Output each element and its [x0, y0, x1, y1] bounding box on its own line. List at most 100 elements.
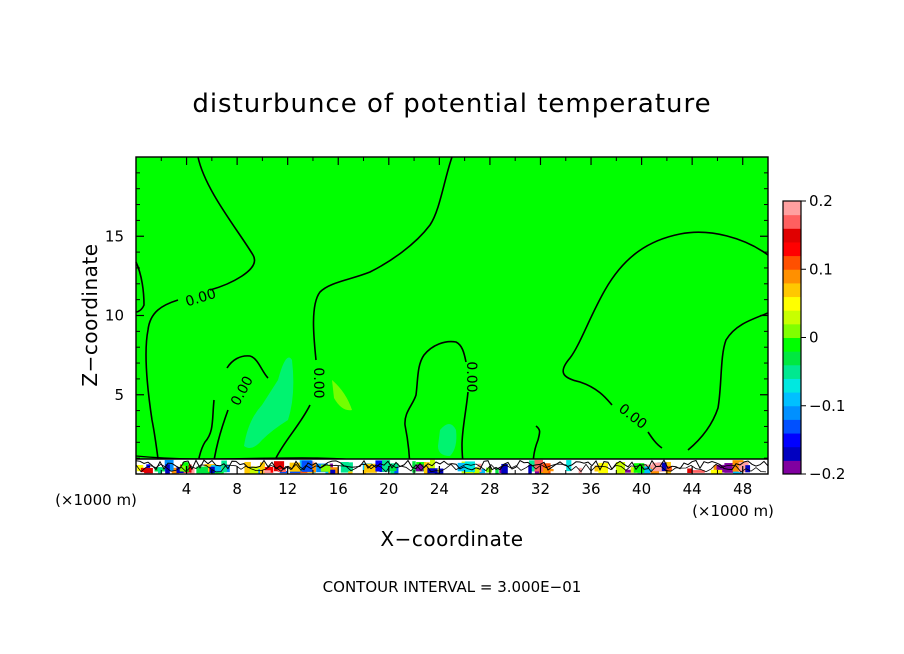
colorbar-swatch	[783, 378, 801, 393]
colorbar-swatch	[783, 255, 801, 270]
surface-patch	[211, 465, 222, 473]
surface-patch	[244, 461, 251, 474]
x-tick-label: 24	[430, 480, 449, 498]
surface-patch	[137, 465, 144, 472]
contour-line	[135, 261, 145, 313]
surface-patch	[499, 467, 503, 474]
surface-patch	[495, 468, 499, 474]
surface-patch	[732, 460, 744, 472]
contour-line	[562, 231, 769, 451]
surface-patch	[742, 466, 747, 472]
surface-patch	[289, 462, 301, 472]
surface-patch	[633, 463, 645, 473]
chart-title: disturbunce of potential temperature	[192, 89, 711, 119]
weak-positive-patch	[332, 380, 352, 411]
surface-patch	[196, 466, 208, 474]
colorbar-tick-label: 0	[809, 329, 819, 347]
surface-patch	[415, 464, 424, 472]
surface-patch	[320, 464, 331, 472]
x-tick-label: 32	[531, 480, 550, 498]
y-tick-label: 10	[105, 307, 124, 325]
surface-patch	[745, 465, 751, 473]
colorbar-swatch	[783, 269, 801, 284]
surface-patch	[645, 469, 653, 472]
colorbar-swatch	[783, 310, 801, 325]
surface-patch	[710, 469, 723, 474]
y-axis-ticks: 5 10 15	[105, 172, 768, 459]
colorbar: 0.2 0.1 0 −0.1 −0.2	[782, 192, 845, 483]
contour-interval-text: CONTOUR INTERVAL = 3.000E−01	[323, 578, 582, 596]
surface-patch	[375, 460, 385, 472]
surface-patch	[259, 462, 265, 474]
surface-patch	[382, 460, 391, 472]
surface-patch	[724, 463, 734, 473]
x-tick-label: 8	[232, 480, 242, 498]
negative-anomaly-patch	[244, 357, 294, 448]
x-tick-label: 48	[733, 480, 752, 498]
colorbar-swatch	[783, 405, 801, 420]
x-tick-label: 40	[632, 480, 651, 498]
plot-area: 0.00 0.00 0.00 0.00 0.00 4 8 12 16 20 24 28 32 3…	[105, 156, 769, 498]
surface-contour	[135, 459, 769, 471]
field-background	[136, 157, 768, 474]
surface-patch	[362, 470, 367, 474]
surface-patch	[423, 462, 430, 474]
colorbar-swatch	[783, 228, 801, 243]
x-tick-label: 16	[329, 480, 348, 498]
surface-patch	[140, 467, 152, 473]
surface-patch	[264, 466, 274, 473]
colorbar-tick-label: 0.1	[809, 260, 833, 278]
colorbar-swatch	[783, 337, 801, 352]
surface-patch	[189, 467, 195, 474]
surface-patch	[386, 466, 397, 472]
surface-patch	[624, 469, 636, 473]
y-axis-label: Z−coordinate	[78, 243, 102, 386]
negative-anomaly-patch	[438, 424, 457, 456]
surface-patch	[615, 462, 626, 474]
surface-patch	[692, 470, 705, 473]
colorbar-swatch	[783, 392, 801, 407]
surface-patch	[534, 471, 540, 474]
x-axis-label: X−coordinate	[380, 527, 523, 551]
surface-patch	[716, 464, 728, 473]
colorbar-swatch	[783, 296, 801, 311]
x-unit-left: (×1000 m)	[55, 491, 137, 509]
y-tick-label: 15	[105, 227, 124, 245]
x-tick-label: 20	[379, 480, 398, 498]
colorbar-tick-label: 0.2	[809, 192, 833, 210]
y-tick-label: 5	[114, 386, 124, 404]
surface-patch	[427, 468, 438, 474]
surface-patch	[157, 467, 163, 474]
surface-patch	[464, 461, 475, 472]
surface-patch	[473, 467, 480, 474]
surface-patch	[598, 462, 609, 474]
colorbar-swatch	[783, 460, 801, 475]
x-unit-right: (×1000 m)	[692, 502, 774, 520]
surface-layer	[135, 458, 769, 474]
colorbar-swatch	[783, 364, 801, 379]
surface-patch	[501, 463, 508, 474]
surface-patch	[528, 464, 532, 474]
surface-patch	[325, 470, 329, 474]
x-tick-label: 28	[480, 480, 499, 498]
x-tick-label: 12	[278, 480, 297, 498]
surface-patch	[733, 471, 742, 474]
colorbar-swatch	[783, 351, 801, 366]
x-axis-ticks: 4 8 12 16 20 24 28 32 36 40 44 48	[160, 157, 752, 498]
contour-label: 0.00	[463, 361, 479, 392]
surface-patch	[486, 467, 492, 473]
surface-patch	[594, 465, 603, 472]
contour-label: 0.00	[310, 367, 326, 398]
surface-patch	[330, 469, 336, 474]
surface-patch	[687, 468, 693, 473]
x-tick-label: 4	[182, 480, 192, 498]
colorbar-tick-label: −0.2	[809, 465, 845, 483]
surface-patch	[182, 462, 189, 472]
surface-patch	[534, 459, 543, 472]
surface-patch	[477, 463, 482, 473]
colorbar-swatch	[783, 323, 801, 338]
colorbar-swatch	[783, 446, 801, 461]
surface-patch	[263, 470, 271, 473]
colorbar-swatch	[783, 201, 801, 216]
